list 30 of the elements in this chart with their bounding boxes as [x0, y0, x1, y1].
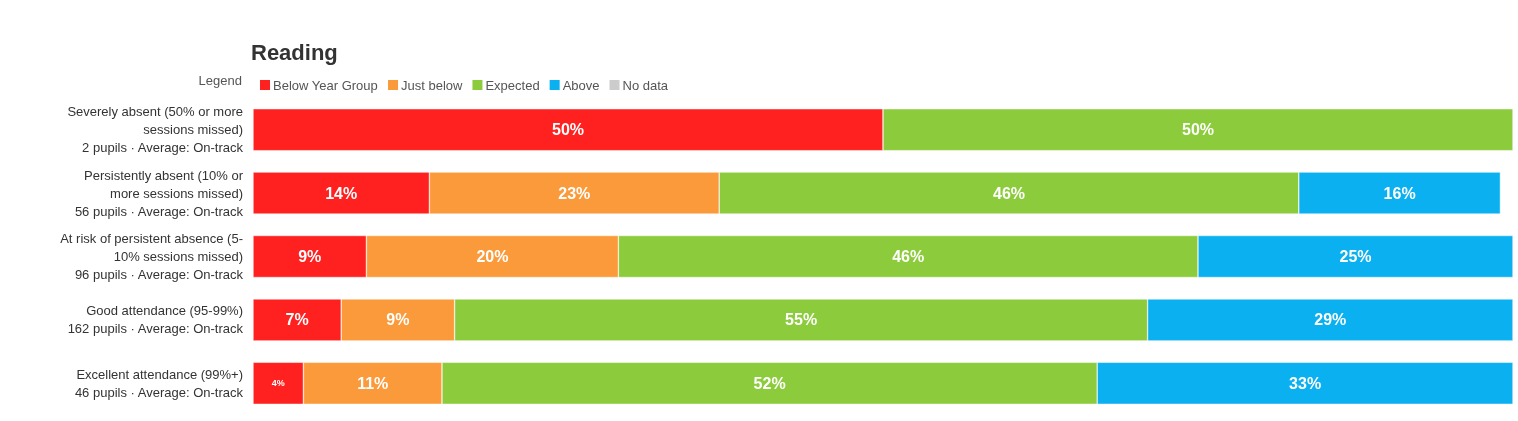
data-label: 16%	[1383, 184, 1416, 202]
legend-label: Above	[562, 77, 600, 93]
data-label: 55%	[785, 311, 818, 329]
data-label: 46%	[892, 248, 925, 265]
y-tick-label: At risk of persistent absence (5- 10% sessions missed) 96 pupils · Average: On-track	[60, 231, 244, 282]
y-tick-label: Severely absent (50% or more sessions missed) 2 pupils · Average: On-track	[67, 104, 244, 156]
y-tick-label: Good attendance (95-99%) 162 pupils · Average: On-track	[67, 303, 244, 337]
data-label: 25%	[1339, 248, 1372, 265]
data-label: 11%	[357, 374, 389, 392]
data-label: 20%	[476, 248, 509, 265]
legend-title: Legend	[198, 73, 242, 88]
data-label: 50%	[1181, 121, 1215, 139]
y-tick-label: Persistently absent (10% or more sessions missed) 56 pupils · Average: On-track	[74, 167, 244, 219]
chart-title: Reading	[251, 39, 338, 65]
y-tick-label: Excellent attendance (99%+) 46 pupils · Average: On-track	[74, 366, 244, 400]
data-label: 46%	[992, 184, 1026, 202]
data-label: 52%	[753, 374, 786, 392]
data-label: 23%	[558, 184, 591, 202]
legend-label: No data	[622, 77, 669, 93]
data-label: 4%	[271, 378, 285, 389]
legend-label: Below Year Group	[273, 77, 378, 93]
data-label: 9%	[386, 311, 410, 329]
data-label: 33%	[1289, 374, 1322, 392]
data-label: 29%	[1314, 311, 1347, 329]
data-label: 50%	[551, 121, 585, 139]
data-label: 7%	[285, 311, 309, 329]
legend-label: Expected	[485, 77, 540, 93]
data-label: 14%	[325, 184, 358, 202]
data-label: 9%	[298, 248, 322, 265]
legend-label: Just below	[401, 77, 464, 93]
